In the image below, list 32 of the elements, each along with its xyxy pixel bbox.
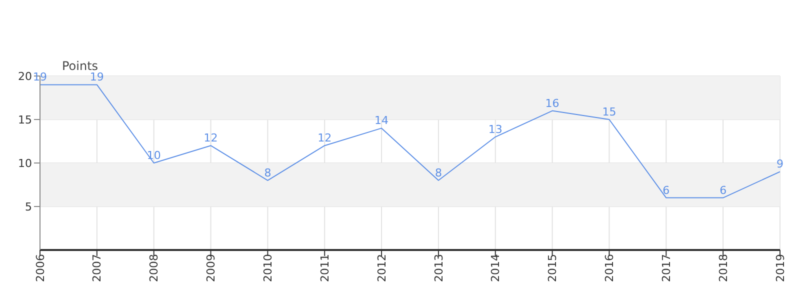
y-tick-label: 5 <box>25 200 32 214</box>
data-label: 16 <box>545 96 560 110</box>
data-label: 14 <box>374 114 389 128</box>
data-label: 19 <box>90 70 104 84</box>
x-tick-label: 2007 <box>90 254 104 282</box>
x-tick-label: 2019 <box>774 254 787 282</box>
data-label: 15 <box>602 106 616 118</box>
data-label: 12 <box>204 132 218 145</box>
data-label: 8 <box>264 166 272 180</box>
x-tick-label: 2012 <box>375 254 388 282</box>
data-label: 8 <box>434 166 442 180</box>
data-label: 10 <box>146 149 161 162</box>
y-tick-label: 20 <box>18 70 32 83</box>
data-label: 6 <box>720 184 727 197</box>
x-tick-label: 2015 <box>546 254 560 282</box>
x-tick-label: 2011 <box>318 254 332 282</box>
data-label: 9 <box>776 158 784 171</box>
x-tick-label: 2006 <box>34 254 47 282</box>
x-tick-label: 2009 <box>204 254 218 282</box>
x-tick-label: 2017 <box>660 254 673 282</box>
y-tick-label: 10 <box>18 156 32 170</box>
x-tick-label: 2010 <box>262 254 274 282</box>
data-label: 12 <box>318 132 332 145</box>
y-axis-title: Points <box>62 59 98 73</box>
data-label: 13 <box>488 122 502 136</box>
x-tick-label: 2016 <box>603 254 616 282</box>
x-tick-label: 2013 <box>432 254 446 282</box>
x-tick-label: 2014 <box>489 254 502 282</box>
data-label: 6 <box>662 184 670 197</box>
y-tick-label: 15 <box>18 113 32 126</box>
x-tick-label: 2008 <box>148 254 161 282</box>
x-tick-label: 2018 <box>716 254 730 282</box>
